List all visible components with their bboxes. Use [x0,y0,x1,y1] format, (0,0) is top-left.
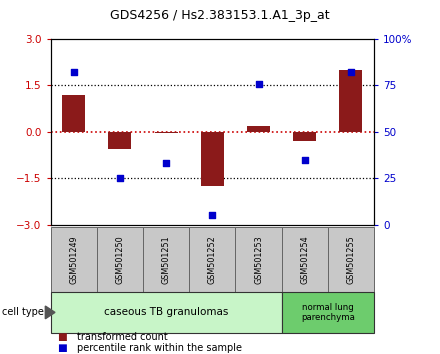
Bar [247,126,270,132]
Text: GSM501253: GSM501253 [254,235,263,284]
Point [348,69,355,75]
Text: ■: ■ [57,332,67,342]
Bar [108,132,132,149]
Bar [62,95,85,132]
Text: GDS4256 / Hs2.383153.1.A1_3p_at: GDS4256 / Hs2.383153.1.A1_3p_at [110,9,330,22]
Text: GSM501254: GSM501254 [300,235,309,284]
Text: percentile rank within the sample: percentile rank within the sample [77,343,242,353]
Text: GSM501251: GSM501251 [161,235,171,284]
Text: caseous TB granulomas: caseous TB granulomas [104,307,228,318]
Text: GSM501252: GSM501252 [208,235,217,284]
Bar [201,132,224,186]
Polygon shape [45,306,55,319]
Point [70,69,77,75]
Bar [154,132,178,133]
Text: cell type: cell type [2,307,44,318]
Text: GSM501249: GSM501249 [69,235,78,284]
Text: transformed count: transformed count [77,332,168,342]
Bar [339,70,363,132]
Text: ■: ■ [57,343,67,353]
Point [255,81,262,86]
Point [301,157,308,162]
Text: normal lung
parenchyma: normal lung parenchyma [301,303,355,322]
Point [209,213,216,218]
Text: GSM501255: GSM501255 [346,235,356,284]
Point [116,176,123,181]
Point [163,161,170,166]
Bar [293,132,316,141]
Text: GSM501250: GSM501250 [115,235,125,284]
